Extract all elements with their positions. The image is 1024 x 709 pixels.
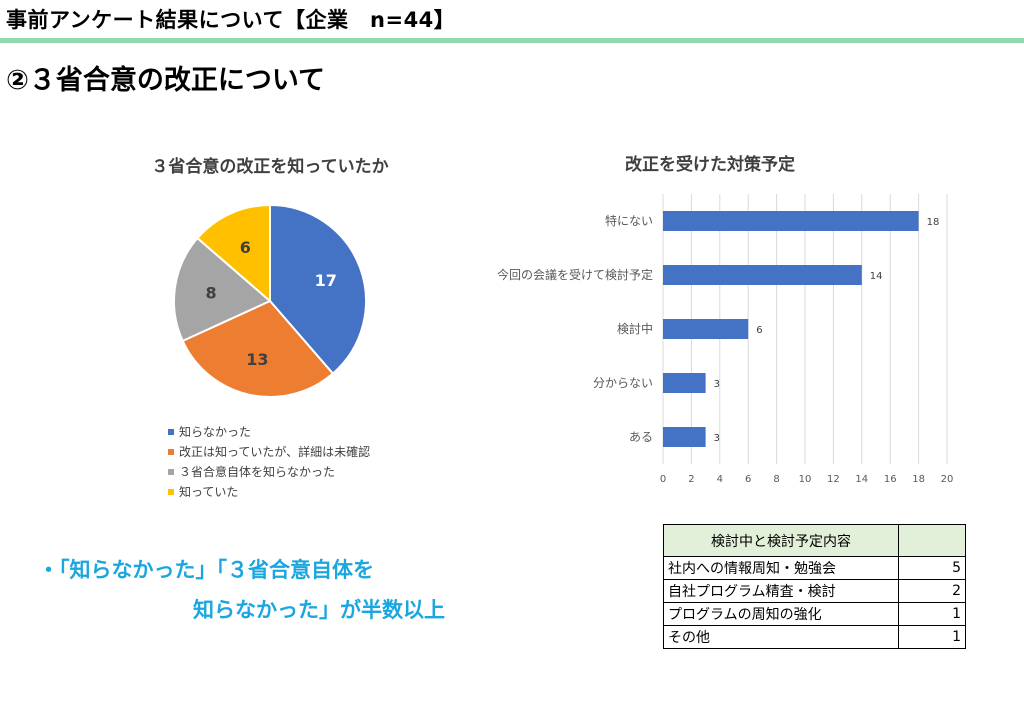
- table-header-row: 検討中と検討予定内容: [663, 524, 966, 557]
- table-header-value: [898, 524, 966, 557]
- category-label: 今回の会議を受けて検討予定: [497, 267, 653, 282]
- bar: [663, 427, 706, 447]
- x-tick-label: 4: [717, 474, 723, 485]
- pie-data-label: 13: [246, 350, 268, 369]
- table-row: プログラムの周知の強化 1: [663, 602, 966, 626]
- pie-slice: [196, 203, 271, 304]
- legend-swatch: [168, 468, 174, 475]
- table-cell-label: 社内への情報周知・勉強会: [663, 556, 899, 580]
- pie-data-label: 8: [206, 284, 217, 303]
- table-cell-value: 5: [898, 556, 966, 580]
- table-cell-value: 1: [898, 625, 966, 649]
- table-cell-value: 1: [898, 602, 966, 626]
- page-header-title: 事前アンケート結果について【企業 n=44】: [6, 8, 456, 32]
- pie-slice: [181, 299, 335, 398]
- bar-chart: 0 2 4 6 8 10 12 14 16 18 20 特にない 18 今回の会議を受けて検討予定 14 検討…: [497, 194, 954, 485]
- summary-note-line-2: 知らなかった」が半数以上: [193, 598, 445, 622]
- table-cell-label: 自社プログラム精査・検討: [663, 579, 899, 603]
- category-label: 特にない: [605, 213, 653, 228]
- legend-label: 改正は知っていたが、詳細は未確認: [179, 445, 371, 459]
- legend-item: ３省合意自体を知らなかった: [168, 463, 335, 480]
- table-row: その他 1: [663, 625, 966, 649]
- pie-data-label: 6: [240, 238, 251, 257]
- pie-slice: [173, 236, 272, 343]
- table-header-label: 検討中と検討予定内容: [663, 524, 899, 557]
- table-cell-label: その他: [663, 625, 899, 649]
- x-tick-label: 6: [745, 474, 751, 485]
- bar: [663, 319, 749, 339]
- bar: [663, 265, 862, 285]
- category-label: ある: [629, 430, 653, 444]
- x-tick-label: 8: [773, 474, 779, 485]
- pie-chart-title: ３省合意の改正を知っていたか: [151, 157, 389, 177]
- legend-item: 知らなかった: [168, 423, 251, 440]
- x-tick-label: 0: [660, 474, 666, 485]
- table-cell-label: プログラムの周知の強化: [663, 602, 899, 626]
- detail-table: 検討中と検討予定内容 社内への情報周知・勉強会 5 自社プログラム精査・検討 2…: [663, 524, 966, 649]
- section-title: ②３省合意の改正について: [6, 65, 326, 96]
- x-tick-label: 18: [912, 474, 925, 485]
- x-tick-label: 2: [688, 474, 694, 485]
- legend-item: 改正は知っていたが、詳細は未確認: [168, 443, 370, 460]
- bar-data-label: 3: [714, 433, 720, 444]
- x-tick-label: 10: [799, 474, 812, 485]
- pie-chart: 17 13 8 6: [173, 203, 367, 398]
- header-divider: [0, 38, 1024, 43]
- bar: [663, 211, 919, 231]
- table-row: 社内への情報周知・勉強会 5: [663, 556, 966, 580]
- bar-data-label: 18: [927, 217, 940, 228]
- bar-data-label: 14: [870, 271, 883, 282]
- bar-data-label: 3: [714, 379, 720, 390]
- summary-note-line-1: ・「知らなかった」「３省合意自体を: [38, 558, 374, 582]
- legend-swatch: [168, 448, 174, 455]
- bar: [663, 373, 706, 393]
- legend-label: ３省合意自体を知らなかった: [179, 465, 336, 479]
- pie-slice: [269, 203, 367, 375]
- bar-data-label: 6: [756, 325, 762, 336]
- category-label: 分からない: [593, 376, 653, 390]
- bar-chart-title: 改正を受けた対策予定: [625, 155, 795, 175]
- legend-label: 知らなかった: [179, 425, 252, 439]
- x-tick-label: 16: [884, 474, 897, 485]
- table-cell-value: 2: [898, 579, 966, 603]
- legend-item: 知っていた: [168, 483, 238, 500]
- category-label: 検討中: [617, 321, 653, 336]
- pie-data-label: 17: [315, 271, 337, 290]
- x-tick-label: 20: [941, 474, 954, 485]
- table-row: 自社プログラム精査・検討 2: [663, 579, 966, 603]
- x-tick-label: 14: [855, 474, 868, 485]
- legend-swatch: [168, 428, 174, 435]
- legend-label: 知っていた: [179, 485, 239, 499]
- x-tick-label: 12: [827, 474, 840, 485]
- legend-swatch: [168, 488, 174, 495]
